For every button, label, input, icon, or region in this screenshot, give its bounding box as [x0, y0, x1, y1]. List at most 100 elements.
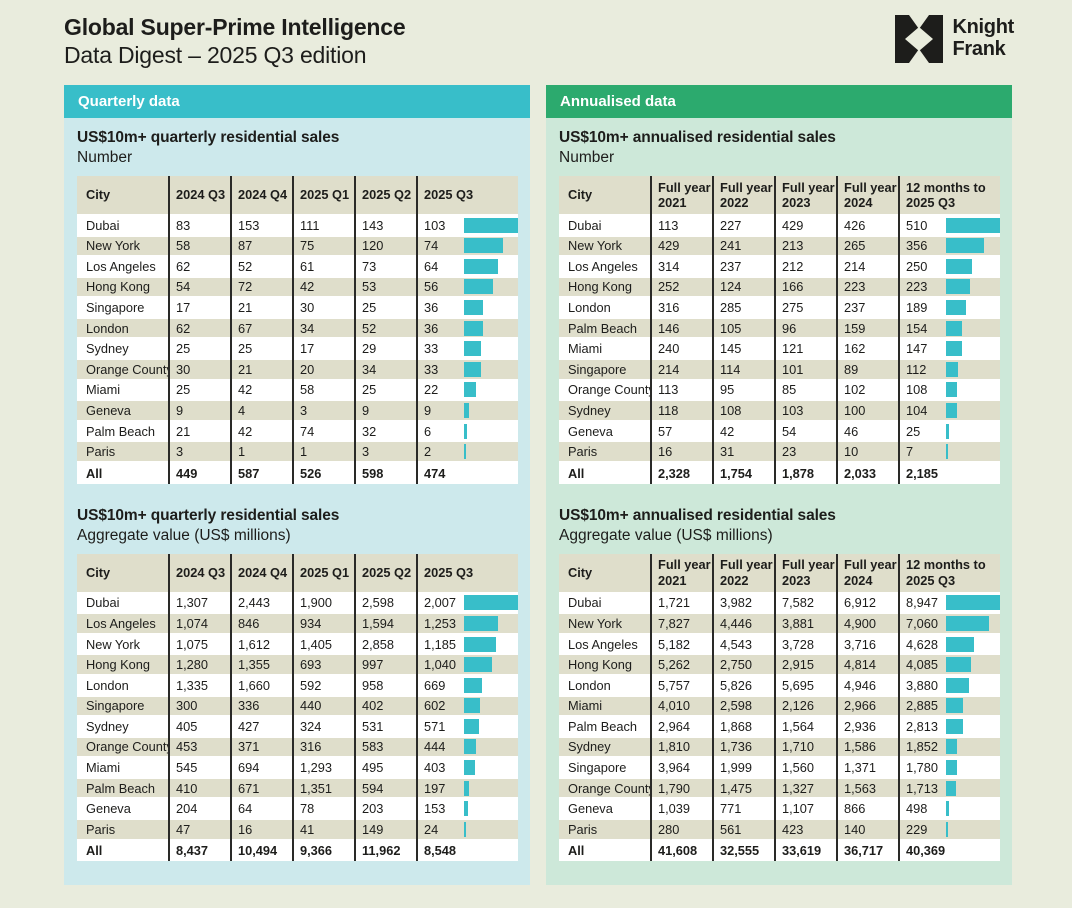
table-cell: 2,007	[416, 594, 518, 613]
column-header: 2025 Q2	[362, 187, 412, 203]
table-cell: 33	[416, 360, 518, 379]
table-cell: 495	[362, 760, 384, 776]
table-cell: 89	[844, 361, 859, 377]
bar-track	[946, 217, 1000, 233]
table-cell: 159	[844, 320, 866, 336]
table-row: Singapore 214 114 101 89 112	[559, 360, 1000, 381]
table-cell: 42	[238, 423, 253, 439]
value-bar	[946, 361, 958, 377]
column-divider	[774, 553, 776, 862]
table-cell: 1,999	[720, 760, 753, 776]
section-subtitle: Aggregate value (US$ millions)	[77, 527, 291, 545]
table-cell: 1,107	[782, 801, 815, 817]
table-cell: 594	[362, 780, 384, 796]
table-cell: 453	[176, 739, 198, 755]
table-cell-value: 2,185	[906, 465, 939, 481]
table-cell: 3,964	[658, 760, 691, 776]
table-cell: 96	[782, 320, 797, 336]
table-cell: 62	[176, 258, 191, 274]
table-cell: 5,826	[720, 677, 753, 693]
table-row: Dubai 1,307 2,443 1,900 2,598 2,007	[77, 593, 518, 615]
column-divider	[168, 553, 170, 862]
table-cell: 140	[844, 821, 866, 837]
city-cell: London	[86, 677, 129, 693]
table-cell: 25	[176, 341, 191, 357]
value-bar	[946, 403, 957, 419]
table-row: New York 1,075 1,612 1,405 2,858 1,185	[77, 634, 518, 656]
table-cell: 22	[416, 381, 518, 400]
table-cell: 1,810	[658, 739, 691, 755]
bar-track	[946, 739, 1000, 755]
table-cell: 285	[720, 300, 742, 316]
table-cell: 32	[362, 423, 377, 439]
table-cell: 25	[898, 422, 1000, 441]
table-cell: 143	[362, 217, 384, 233]
column-divider	[416, 553, 418, 862]
city-cell: Singapore	[568, 361, 627, 377]
table-cell: 2,185	[898, 463, 1000, 484]
value-bar	[464, 382, 476, 398]
section-annualised-number: US$10m+ annualised residential sales Num…	[559, 128, 1000, 484]
table-cell-value: 108	[906, 382, 928, 398]
table-cell: 83	[176, 217, 191, 233]
table-cell: 108	[720, 403, 742, 419]
table-cell: 8,548	[416, 841, 518, 862]
table-cell: 212	[782, 258, 804, 274]
table-cell: 74	[416, 237, 518, 256]
table-row: Geneva 1,039 771 1,107 866 498	[559, 799, 1000, 821]
bar-track	[946, 636, 1000, 652]
bar-track	[464, 821, 518, 837]
city-cell: Geneva	[568, 423, 613, 439]
table-cell-value: 112	[906, 361, 927, 377]
table-row: Sydney 25 25 17 29 33	[77, 339, 518, 361]
value-bar	[464, 657, 492, 673]
section-subtitle: Number	[559, 149, 615, 167]
panel-annualised-header: Annualised data	[546, 85, 1012, 118]
table-cell: 1,660	[238, 677, 271, 693]
table-cell-value: 8,548	[424, 843, 457, 859]
table-cell: 2,598	[720, 698, 753, 714]
section-subtitle: Aggregate value (US$ millions)	[559, 527, 773, 545]
column-header: City	[86, 187, 111, 203]
city-cell: Palm Beach	[568, 320, 637, 336]
table-cell: 1,253	[416, 614, 518, 633]
table-row: Orange County 30 21 20 34 33	[77, 360, 518, 381]
bar-track	[946, 361, 1000, 377]
table-cell: 58	[300, 382, 315, 398]
table-cell-value: 223	[906, 279, 928, 295]
table-cell-value: 2,007	[424, 595, 457, 611]
column-header: 2024 Q3	[176, 187, 226, 203]
panel-annualised-body: US$10m+ annualised residential sales Num…	[546, 118, 1012, 885]
table-cell: 6,912	[844, 595, 877, 611]
table-row: Paris 3 1 1 3 2	[77, 442, 518, 464]
table-cell: 356	[898, 237, 1000, 256]
table-cell: 149	[362, 821, 384, 837]
table-cell-value: 189	[906, 300, 928, 316]
table-cell: 1,900	[300, 595, 333, 611]
total-cell: 1,878	[782, 465, 815, 481]
bar-track	[946, 615, 1000, 631]
table-cell: 29	[362, 341, 377, 357]
city-cell: Singapore	[86, 300, 145, 316]
bar-track	[464, 341, 518, 357]
table-cell: 427	[238, 718, 260, 734]
bar-track	[464, 615, 518, 631]
page-title: Global Super-Prime Intelligence	[64, 14, 406, 40]
table-row: Miami 25 42 58 25 22	[77, 380, 518, 402]
city-cell: Singapore	[568, 760, 627, 776]
table-row: Dubai 113 227 429 426 510	[559, 215, 1000, 237]
table-cell-value: 2	[424, 444, 432, 460]
table-cell: 2,813	[898, 717, 1000, 736]
total-cell: 10,494	[238, 843, 278, 859]
column-divider	[650, 553, 652, 862]
city-cell: Geneva	[86, 403, 131, 419]
table-cell-value: 33	[424, 361, 439, 377]
table-cell: 602	[416, 697, 518, 716]
value-bar	[464, 595, 518, 611]
total-cell: 32,555	[720, 843, 760, 859]
table-row: All 449 587 526 598 474	[77, 463, 518, 484]
table-cell: 5,182	[658, 636, 691, 652]
table-cell: 510	[898, 216, 1000, 235]
table-cell-value: 229	[906, 821, 928, 837]
table-cell: 3,716	[844, 636, 877, 652]
